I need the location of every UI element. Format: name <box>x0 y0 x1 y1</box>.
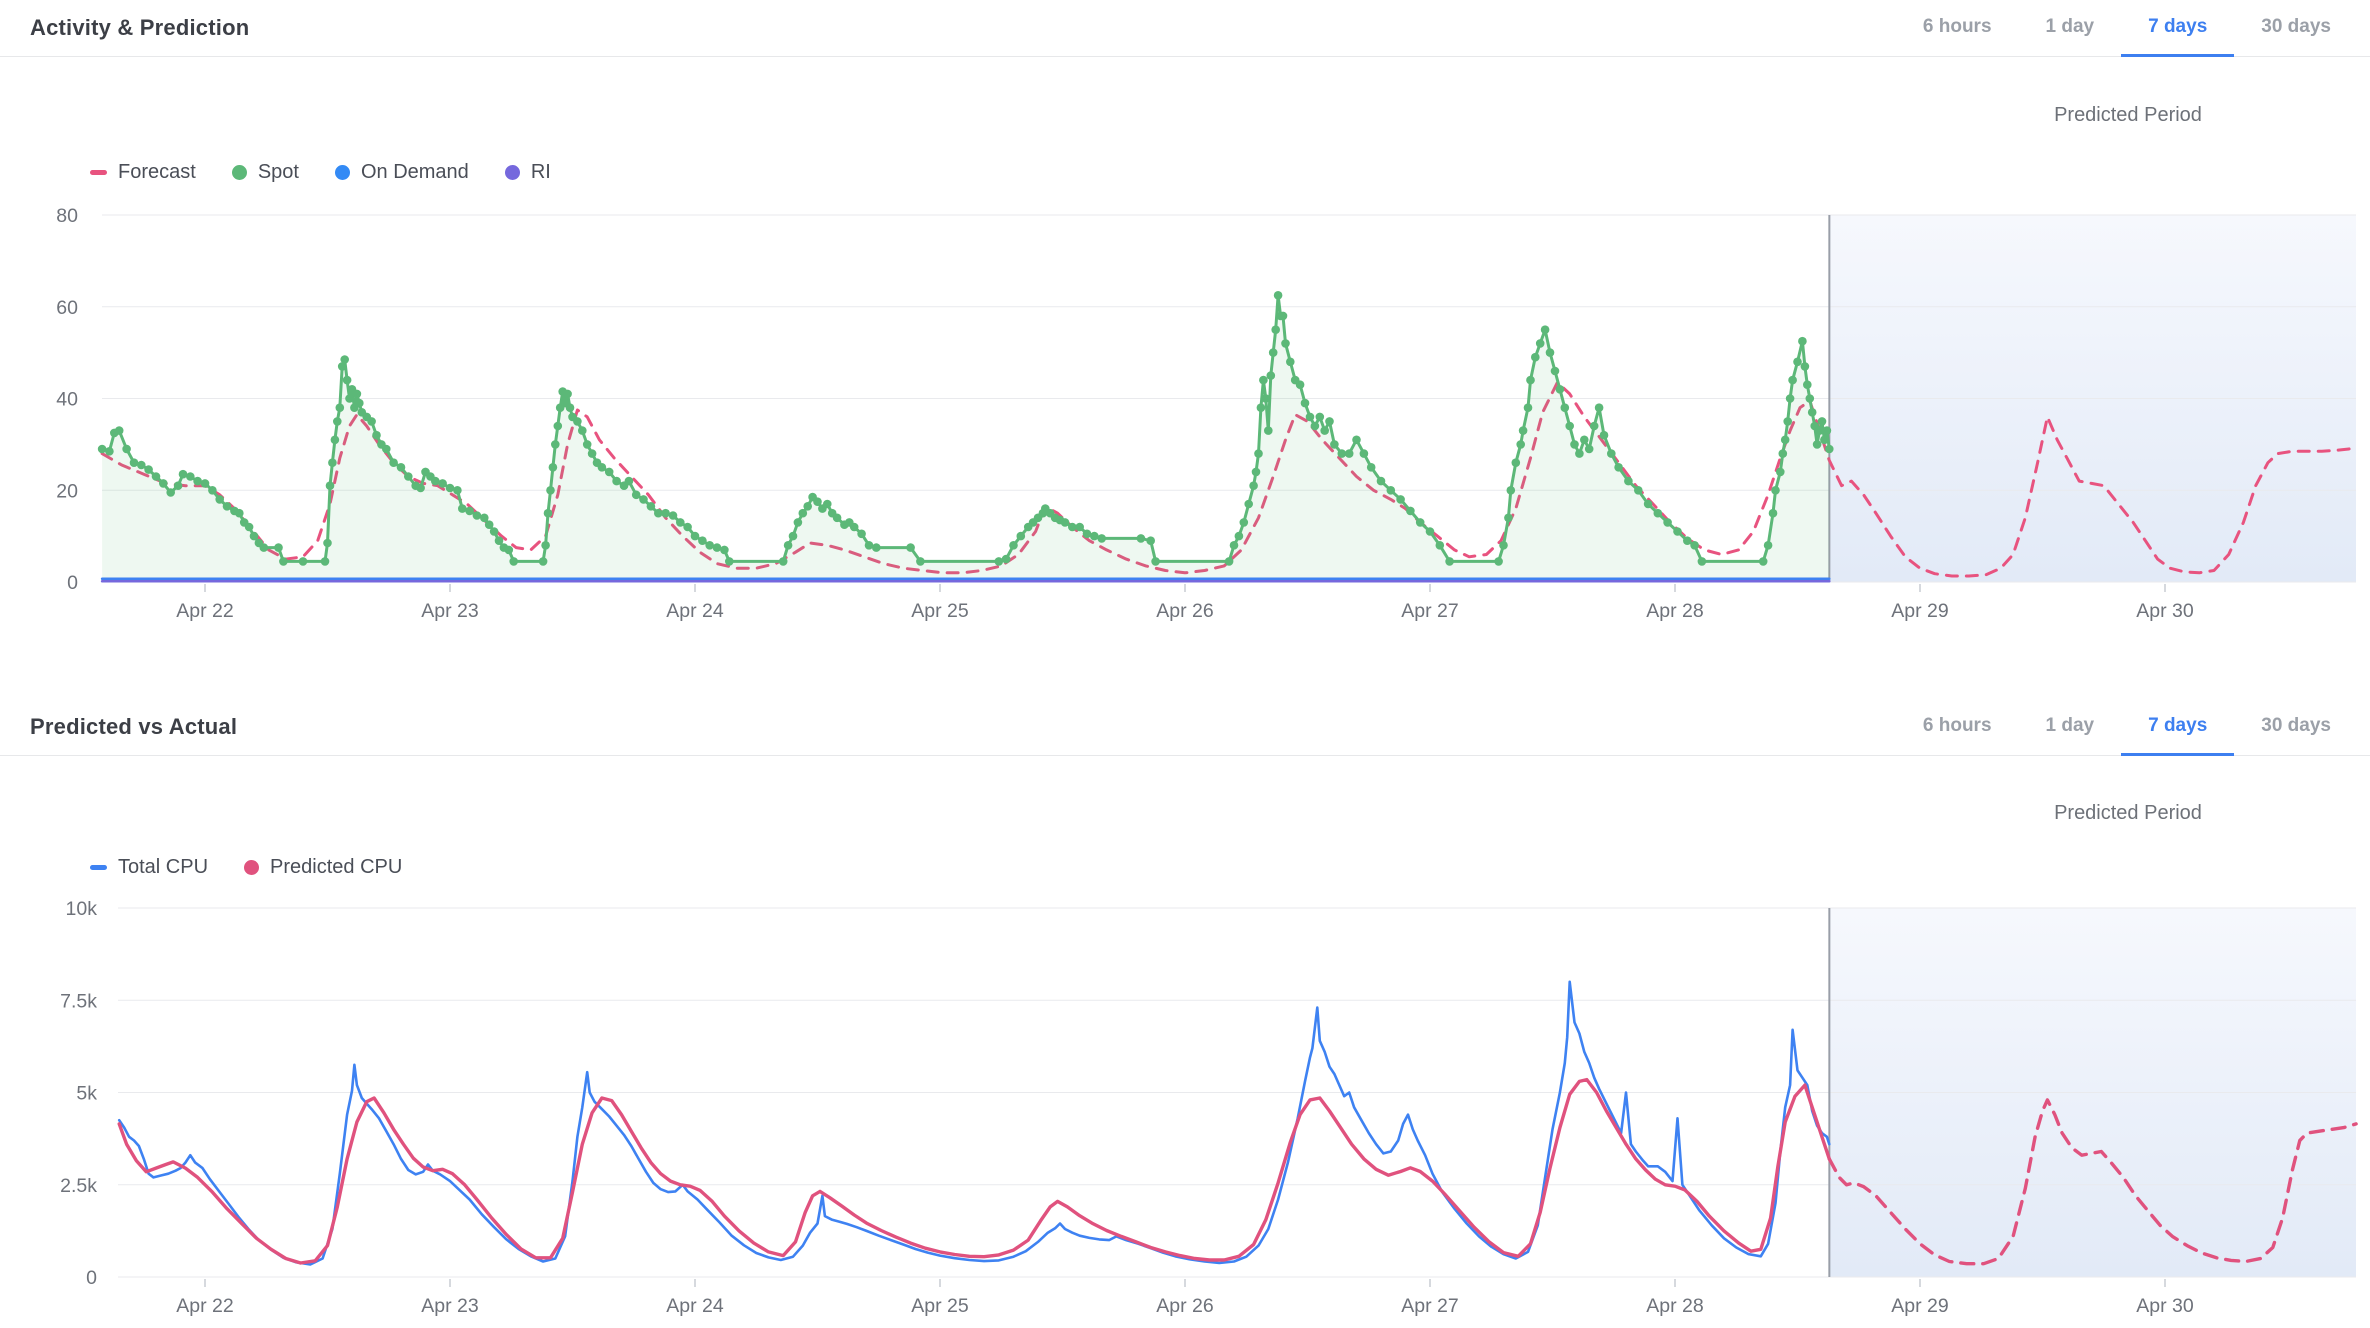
tab-7-days[interactable]: 7 days <box>2121 699 2235 756</box>
time-range-tabs-activity: 6 hours 1 day 7 days 30 days <box>1896 0 2370 57</box>
legend-dash-icon <box>90 170 107 175</box>
svg-text:Apr 25: Apr 25 <box>911 600 969 622</box>
y-axis-labels: 0 2.5k 5k 7.5k 10k <box>60 898 97 1289</box>
legend-item-label: On Demand <box>360 161 469 183</box>
legend-item-label: Forecast <box>118 161 196 183</box>
svg-text:Apr 24: Apr 24 <box>666 600 724 622</box>
svg-text:Apr 23: Apr 23 <box>421 600 478 622</box>
svg-text:Apr 28: Apr 28 <box>1646 1295 1703 1317</box>
tab-30-days[interactable]: 30 days <box>2261 16 2331 37</box>
legend-predicted: Total CPU Predicted CPU <box>90 856 402 879</box>
svg-text:Apr 27: Apr 27 <box>1401 1295 1458 1317</box>
x-axis: Apr 22 Apr 23 Apr 24 Apr 25 Apr 26 Apr 27 Apr … <box>176 1279 2194 1317</box>
legend-dot-icon <box>244 860 260 875</box>
predicted-chart-header: Predicted vs Actual 6 hours 1 day 7 days 30… <box>0 699 2370 756</box>
svg-text:Apr 28: Apr 28 <box>1646 600 1703 622</box>
gridlines <box>118 907 2356 1278</box>
svg-text:Apr 30: Apr 30 <box>2136 1295 2194 1317</box>
series-spot <box>97 291 1834 582</box>
legend-item-on-demand[interactable]: On Demand <box>334 161 469 184</box>
legend-item-ri[interactable]: RI <box>504 161 551 184</box>
tab-6-hours[interactable]: 6 hours <box>1922 16 1992 37</box>
legend-dash-icon <box>90 865 107 870</box>
svg-text:10k: 10k <box>66 898 98 920</box>
tab-1-day[interactable]: 1 day <box>2045 715 2095 736</box>
page-title-predicted: Predicted vs Actual <box>30 714 238 739</box>
svg-text:Apr 25: Apr 25 <box>911 1295 969 1317</box>
legend-item-label: Predicted CPU <box>270 856 403 878</box>
svg-text:60: 60 <box>56 297 78 319</box>
legend-item-predicted-cpu[interactable]: Predicted CPU <box>244 856 402 879</box>
legend-item-total-cpu[interactable]: Total CPU <box>90 856 208 879</box>
legend-item-label: Total CPU <box>118 856 209 878</box>
svg-text:Apr 22: Apr 22 <box>176 1295 233 1317</box>
tab-30-days[interactable]: 30 days <box>2261 715 2331 736</box>
legend-dot-icon <box>231 165 247 180</box>
y-axis-labels: 0 20 40 60 80 <box>56 205 78 594</box>
svg-text:Apr 24: Apr 24 <box>666 1295 724 1317</box>
activity-chart-header: Activity & Prediction 6 hours 1 day 7 days… <box>0 0 2370 57</box>
svg-text:0: 0 <box>67 572 78 594</box>
activity-prediction-section: Activity & Prediction 6 hours 1 day 7 days… <box>0 0 2370 660</box>
legend-item-spot[interactable]: Spot <box>231 161 299 184</box>
predicted-vs-actual-section: Predicted vs Actual 6 hours 1 day 7 days 30… <box>0 660 2370 1328</box>
page-title-activity: Activity & Prediction <box>30 15 250 40</box>
svg-text:2.5k: 2.5k <box>60 1175 97 1197</box>
legend-dot-icon <box>334 165 350 180</box>
time-range-tabs-predicted: 6 hours 1 day 7 days 30 days <box>1896 699 2370 756</box>
legend-item-forecast[interactable]: Forecast <box>90 161 196 184</box>
tab-7-days[interactable]: 7 days <box>2121 0 2235 57</box>
series-predicted-cpu <box>117 1077 2358 1266</box>
predicted-period-label-activity: Predicted Period <box>2054 104 2202 126</box>
svg-text:80: 80 <box>56 205 78 227</box>
series-total-cpu <box>117 980 1831 1266</box>
tab-1-day[interactable]: 1 day <box>2045 16 2095 37</box>
svg-text:Apr 26: Apr 26 <box>1156 1295 1213 1317</box>
legend-activity: Forecast Spot On Demand RI <box>90 161 551 184</box>
x-axis: Apr 22 Apr 23 Apr 24 Apr 25 Apr 26 Apr 27 Apr … <box>176 584 2194 622</box>
predicted-period-label-predicted: Predicted Period <box>2054 802 2202 824</box>
svg-text:0: 0 <box>86 1267 97 1289</box>
tab-6-hours[interactable]: 6 hours <box>1922 715 1992 736</box>
svg-text:5k: 5k <box>76 1083 97 1105</box>
svg-text:Apr 27: Apr 27 <box>1401 600 1458 622</box>
svg-text:Apr 22: Apr 22 <box>176 600 233 622</box>
legend-dot-icon <box>504 165 520 180</box>
svg-text:40: 40 <box>56 389 78 411</box>
svg-text:Apr 29: Apr 29 <box>1891 1295 1948 1317</box>
svg-text:Apr 30: Apr 30 <box>2136 600 2194 622</box>
svg-text:20: 20 <box>56 480 78 502</box>
svg-text:Apr 23: Apr 23 <box>421 1295 478 1317</box>
svg-text:Apr 26: Apr 26 <box>1156 600 1213 622</box>
svg-text:7.5k: 7.5k <box>60 990 97 1012</box>
legend-item-label: Spot <box>257 161 299 183</box>
svg-text:Apr 29: Apr 29 <box>1891 600 1948 622</box>
legend-item-label: RI <box>530 161 551 183</box>
